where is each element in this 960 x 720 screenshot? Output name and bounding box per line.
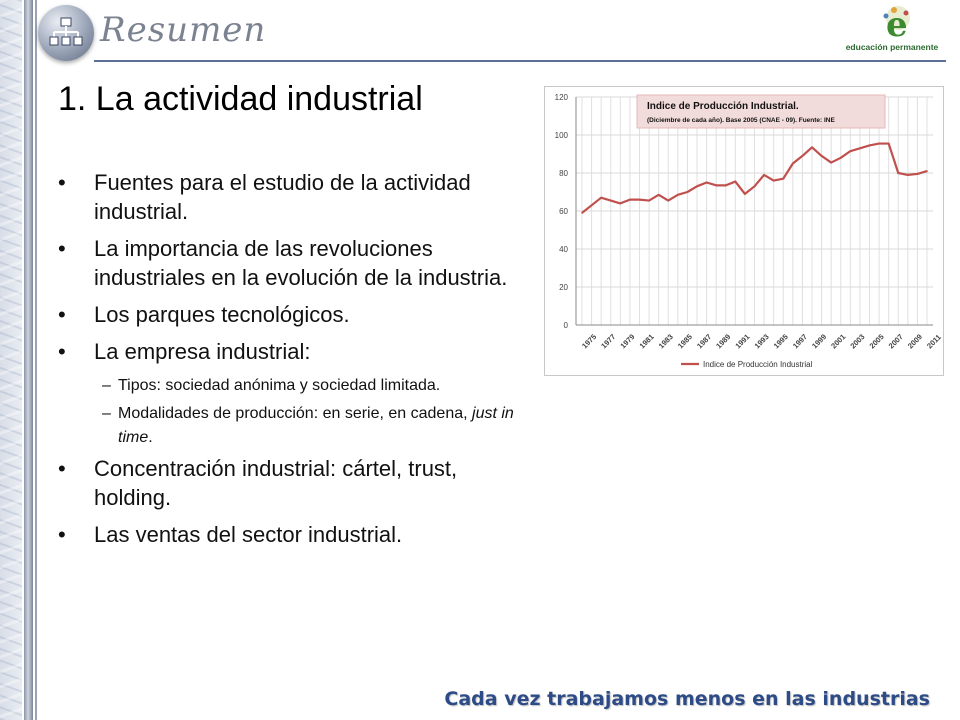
bullet-list: Fuentes para el estudio de la actividad … [58,168,536,557]
data-point [657,194,660,196]
bullet-item: Las ventas del sector industrial. [58,520,536,549]
sub-bullet-italic: just in time [118,405,514,446]
data-point [772,179,775,182]
bullet-item: La importancia de las revoluciones indus… [58,234,536,292]
data-point [715,184,717,187]
y-tick-label: 0 [564,321,569,330]
x-tick-label: 1991 [733,332,751,350]
x-tick-label: 1995 [772,332,790,350]
data-point [629,198,631,201]
chart-panel: 0 20 40 60 80 100 120 1975 1977 1979 1981 1983 1985 1… [544,86,944,376]
data-point [868,144,871,147]
x-tick-label: 1983 [657,332,675,350]
data-point [581,212,583,214]
bullet-item: Fuentes para el estudio de la actividad … [58,168,536,226]
x-tick-label: 2009 [906,332,924,350]
sub-bullet-end: . [148,429,153,446]
data-point [609,199,612,202]
chart-title: Indice de Producción Industrial. [647,101,799,112]
data-point [734,180,737,183]
x-tick-label: 1987 [695,332,713,350]
side-line [35,0,37,720]
y-tick-label: 40 [559,245,568,254]
data-point [753,185,756,188]
y-tick-label: 100 [555,131,569,140]
x-tick-label: 1997 [791,332,809,350]
header-rule [94,60,946,62]
data-point [686,191,689,193]
data-point [878,142,880,145]
data-point [705,181,708,184]
educacion-permanente-logo: e [883,5,910,45]
data-point [638,198,641,201]
y-tick-label: 20 [559,283,568,292]
data-point [677,194,679,196]
data-point [820,155,823,157]
x-tick-label: 1989 [714,332,732,350]
x-tick-label: 1981 [638,332,656,350]
data-point [887,142,890,145]
legend-label: Indice de Producción Industrial [703,360,813,369]
sub-bullet-text: Modalidades de producción: en serie, en … [118,405,473,422]
data-point [907,174,909,176]
side-bar [24,0,33,720]
slide-title: 1. La actividad industrial [58,80,423,118]
data-point [590,204,593,207]
chart-subtitle: (Diciembre de cada año). Base 2005 (CNAE… [647,117,835,124]
y-tick-label: 80 [559,169,568,178]
data-point [619,202,622,205]
data-point [744,193,746,195]
sitemap-icon[interactable] [38,5,94,61]
chart-title-box [636,94,886,129]
x-tick-label: 1999 [810,332,828,350]
data-point [801,155,804,157]
data-point [830,161,832,164]
x-tick-label: 2011 [925,333,943,351]
logo-caption: educación permanente [845,42,939,52]
x-tick-label: 2001 [829,332,847,350]
svg-text:e: e [886,5,908,45]
data-point [926,170,928,172]
data-point [859,147,861,150]
y-tick-label: 120 [555,93,569,102]
data-point [811,146,813,149]
data-point [667,199,670,202]
x-tick-label: 2007 [887,332,905,350]
x-tick-label: 2003 [848,332,866,350]
data-point [916,173,919,175]
sub-bullet-item: Modalidades de producción: en serie, en … [58,402,536,450]
data-point [782,177,785,180]
header-title: Resumen [100,10,267,50]
x-tick-label: 1979 [618,332,636,350]
data-point [792,162,794,165]
data-point [696,185,698,188]
x-tick-label: 1993 [753,332,771,350]
data-point [648,199,650,202]
data-point [600,196,602,199]
sub-bullet-item: Tipos: sociedad anónima y sociedad limit… [58,374,536,398]
data-point [839,157,842,159]
x-tick-label: 1975 [580,332,598,350]
y-tick-label: 60 [559,207,568,216]
footer-text: Cada vez trabajamos menos en las industr… [444,688,930,710]
data-point [763,174,765,176]
side-decoration [0,0,22,720]
data-point [724,184,727,187]
data-point [897,172,900,174]
data-point [849,150,852,152]
x-tick-label: 2005 [868,332,886,350]
x-tick-label: 1977 [599,332,617,350]
bullet-item: Concentración industrial: cártel, trust,… [58,454,536,512]
bullet-item: La empresa industrial: [58,337,536,366]
x-tick-label: 1985 [676,332,694,350]
bullet-item: Los parques tecnológicos. [58,300,536,329]
